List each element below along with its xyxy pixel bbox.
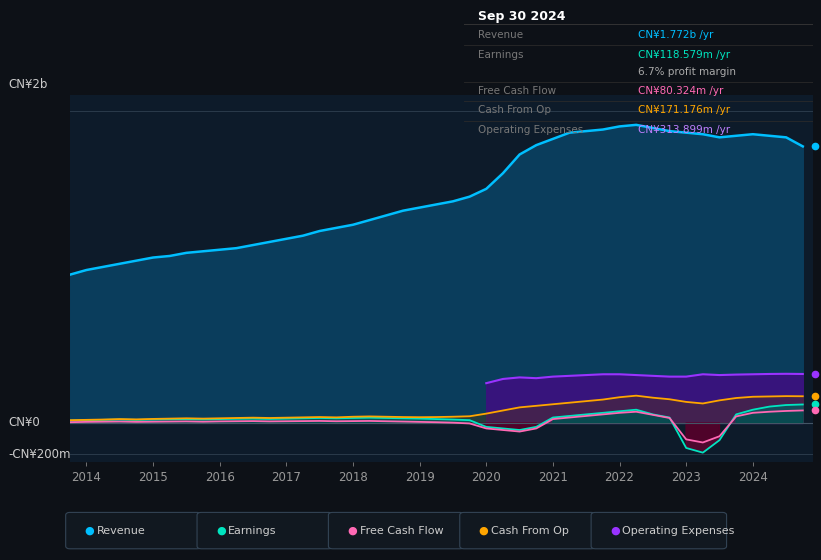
Text: CN¥171.176m /yr: CN¥171.176m /yr [639, 105, 731, 115]
Text: ●: ● [610, 526, 620, 535]
Text: 6.7% profit margin: 6.7% profit margin [639, 67, 736, 77]
Text: Earnings: Earnings [478, 50, 523, 60]
Text: Free Cash Flow: Free Cash Flow [478, 86, 556, 96]
Text: ●: ● [85, 526, 94, 535]
Text: Free Cash Flow: Free Cash Flow [360, 526, 443, 535]
Text: Earnings: Earnings [228, 526, 277, 535]
Text: Sep 30 2024: Sep 30 2024 [478, 10, 566, 23]
Text: Operating Expenses: Operating Expenses [622, 526, 735, 535]
Text: CN¥0: CN¥0 [8, 417, 40, 430]
Text: Cash From Op: Cash From Op [478, 105, 551, 115]
Text: ●: ● [216, 526, 226, 535]
Text: ●: ● [479, 526, 488, 535]
Text: Operating Expenses: Operating Expenses [478, 125, 583, 135]
Text: Revenue: Revenue [478, 30, 523, 40]
Text: CN¥313.899m /yr: CN¥313.899m /yr [639, 125, 731, 135]
Text: Revenue: Revenue [97, 526, 145, 535]
Text: CN¥2b: CN¥2b [8, 78, 48, 91]
Text: ●: ● [347, 526, 357, 535]
Text: CN¥80.324m /yr: CN¥80.324m /yr [639, 86, 723, 96]
Text: -CN¥200m: -CN¥200m [8, 447, 71, 461]
Text: Cash From Op: Cash From Op [491, 526, 569, 535]
Text: CN¥118.579m /yr: CN¥118.579m /yr [639, 50, 731, 60]
Text: CN¥1.772b /yr: CN¥1.772b /yr [639, 30, 713, 40]
